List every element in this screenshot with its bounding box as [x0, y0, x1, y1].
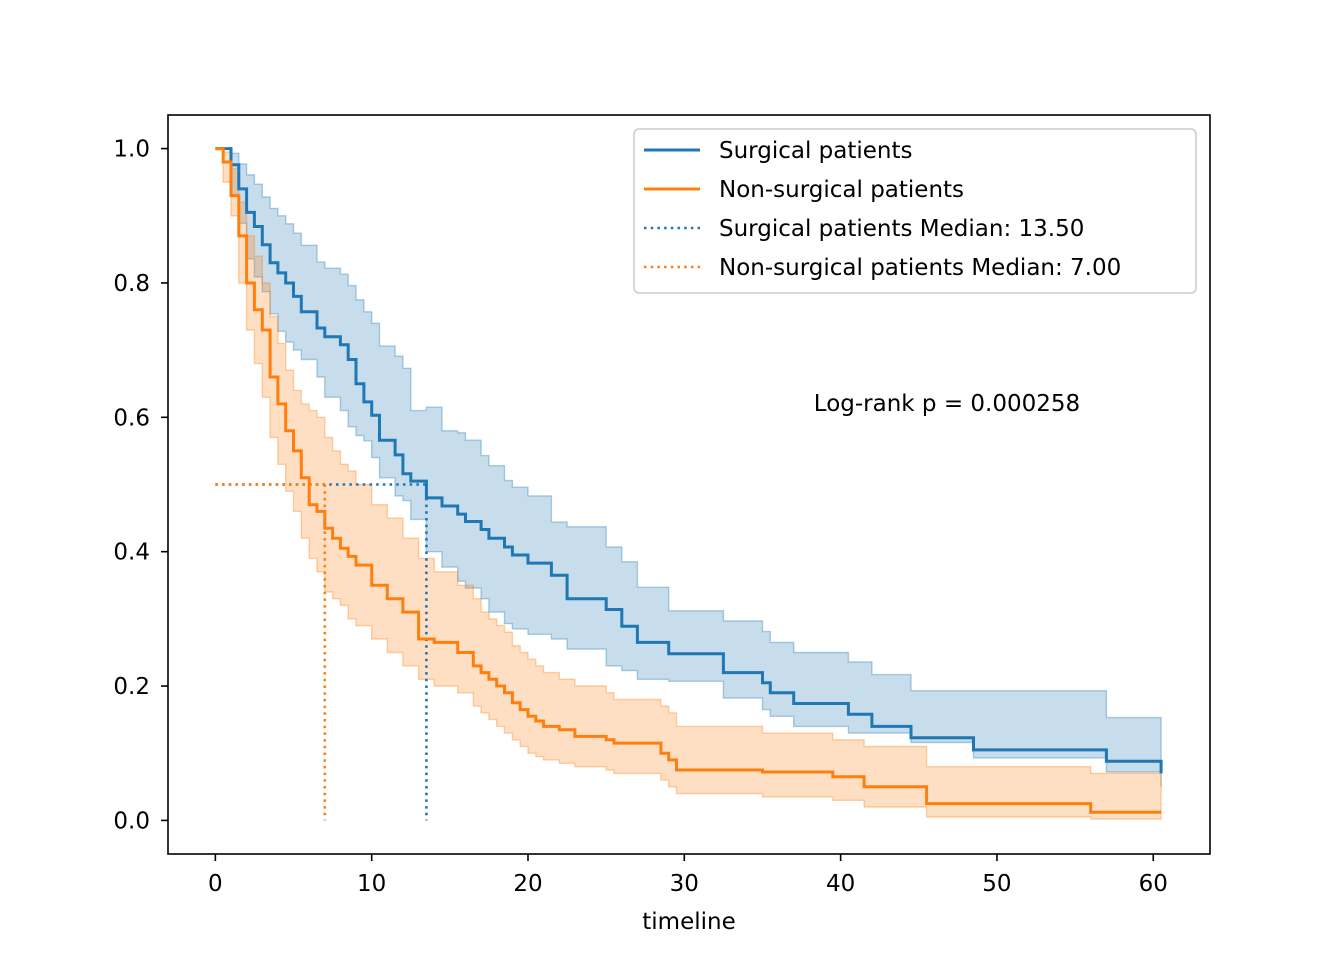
ci-band-non-surgical	[215, 147, 1162, 820]
plot-area	[215, 147, 1163, 821]
log-rank-annotation: Log-rank p = 0.000258	[814, 391, 1080, 417]
ci-band-surgical	[215, 147, 1162, 787]
x-axis-label: timeline	[642, 909, 735, 935]
survival-curve-non-surgical	[215, 147, 1162, 814]
legend-label: Non-surgical patients	[719, 177, 964, 203]
y-tick-label: 0.8	[113, 271, 150, 297]
legend: Surgical patients Non-surgical patients Su…	[633, 128, 1197, 294]
y-tick-label: 0.4	[113, 540, 150, 566]
x-tick-label: 10	[357, 871, 386, 897]
legend-label: Surgical patients	[719, 138, 913, 164]
y-tick-label: 0.2	[113, 674, 150, 700]
x-tick-label: 50	[982, 871, 1011, 897]
legend-box	[633, 128, 1197, 294]
x-tick-label: 30	[670, 871, 699, 897]
x-tick-label: 60	[1139, 871, 1168, 897]
axis-ticks: 0 10 20 30 40 50 60 0.0 0.2 0.4 0.6 0.8 1.0	[113, 137, 1167, 897]
legend-label: Surgical patients Median: 13.50	[719, 216, 1084, 242]
axes-frame	[167, 114, 1211, 855]
x-tick-label: 40	[826, 871, 855, 897]
legend-label: Non-surgical patients Median: 7.00	[719, 255, 1121, 281]
y-tick-label: 0.0	[113, 808, 150, 834]
y-tick-label: 0.6	[113, 405, 150, 431]
survival-curve-surgical	[215, 147, 1163, 774]
y-tick-label: 1.0	[113, 137, 150, 163]
x-tick-label: 0	[208, 871, 223, 897]
x-tick-label: 20	[513, 871, 542, 897]
